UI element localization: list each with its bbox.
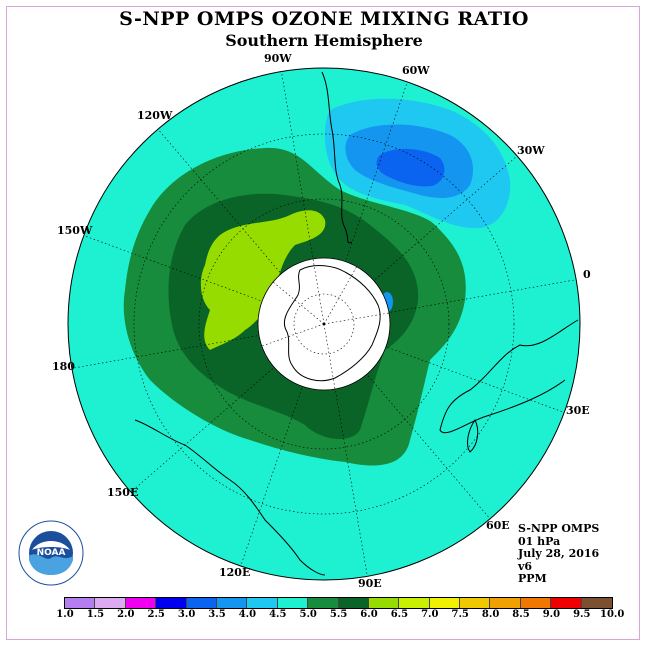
colorbar-swatch [520,598,552,608]
colorbar-swatch [247,598,278,608]
colorbar-tick-label: 5.0 [299,609,317,620]
coastline-madagascar [467,419,479,453]
info-instrument: S-NPP OMPS [518,522,600,535]
colorbar-swatch [460,598,491,608]
colorbar-swatch [125,598,157,608]
coastline-south-america [321,71,353,244]
lon-label-60w: 60W [402,64,430,77]
colorbar-tick-label: 3.0 [177,609,196,620]
colorbar-swatch [277,598,309,608]
info-date: July 28, 2016 [518,547,600,560]
colorbar-tick-label: 5.5 [329,609,348,620]
colorbar-tick-label: 9.5 [573,609,591,620]
colorbar-tick-label: 7.5 [451,609,469,620]
colorbar-swatch [216,598,248,608]
lon-label-150w: 150W [57,224,93,237]
colorbar-tick-label: 8.5 [512,609,530,620]
info-units: PPM [518,572,547,585]
colorbar-swatch [65,598,96,608]
map-border [67,67,581,581]
coastline-africa [439,319,579,434]
south-pole-dot [322,322,326,326]
lon-label-0: 0 [583,268,591,281]
map-subtitle: Southern Hemisphere [225,31,423,50]
colorbar-tick-label: 3.5 [208,609,226,620]
map-title: S-NPP OMPS OZONE MIXING RATIO [119,8,529,30]
colorbar-swatch [429,598,461,608]
colorbar-swatch [551,598,582,608]
colorbar-tick-label: 6.5 [390,609,409,620]
lon-label-30w: 30W [517,144,545,157]
colorbar-swatch [156,598,187,608]
logo-text: NOAA [37,548,66,558]
colorbar-tick-label: 9.0 [542,609,561,620]
lon-label-150e: 150E [107,486,139,499]
colorbar-swatch [399,598,430,608]
lon-label-120e: 120E [219,566,251,579]
colorbar-swatch [95,598,126,608]
colorbar-tick-label: 4.0 [238,609,257,620]
colorbar-swatch [338,598,369,608]
colorbar-swatch [186,598,217,608]
ozone-contour-3-0 [376,148,445,187]
lon-label-30e: 30E [566,404,590,417]
lon-label-120w: 120W [137,109,173,122]
ozone-contour-6-0 [200,210,326,350]
colorbar-tick-label: 10.0 [600,609,625,620]
colorbar-tick-label: 1.5 [86,609,105,620]
pole-graticule [261,258,390,390]
colorbar [64,597,614,609]
coastline-australia [134,419,326,576]
colorbar-tick-label: 6.0 [360,609,378,620]
lon-label-180: 180 [52,360,75,373]
noaa-logo: NOAA [18,520,84,586]
coastline-antarctica [284,265,381,382]
colorbar-swatch [490,598,521,608]
lon-label-90w: 90W [264,52,292,65]
colorbar-swatch [368,598,400,608]
info-version: v6 [518,559,533,573]
colorbar-tick-label: 8.0 [481,609,500,620]
info-block: S-NPP OMPS 01 hPa July 28, 2016 v6 PPM [518,522,600,586]
colorbar-tick-label: 7.0 [421,609,439,620]
colorbar-swatch [581,598,613,608]
figure-frame [6,6,640,640]
colorbar-tick-label: 1.0 [56,609,74,620]
colorbar-swatch [308,598,339,608]
colorbar-tick-label: 2.5 [147,609,165,620]
lon-label-60e: 60E [486,519,510,532]
info-level: 01 hPa [518,534,561,548]
colorbar-tick-label: 2.0 [117,609,135,620]
colorbar-tick-label: 4.5 [269,609,287,620]
lon-label-90e: 90E [358,577,382,590]
